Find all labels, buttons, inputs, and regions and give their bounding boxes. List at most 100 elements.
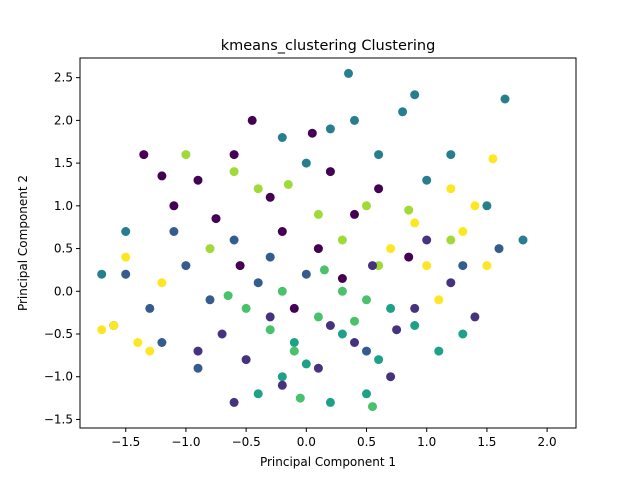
data-point-cluster-1 bbox=[446, 278, 456, 288]
data-point-cluster-1 bbox=[193, 346, 203, 356]
data-point-cluster-4 bbox=[434, 346, 444, 356]
data-point-cluster-1 bbox=[386, 372, 396, 382]
data-point-cluster-0 bbox=[235, 261, 245, 271]
data-point-cluster-0 bbox=[211, 214, 221, 224]
x-tick-label: 1.5 bbox=[477, 435, 496, 449]
data-point-cluster-6 bbox=[313, 209, 323, 219]
chart-title: kmeans_clustering Clustering bbox=[221, 38, 436, 54]
data-point-cluster-5 bbox=[362, 295, 371, 305]
x-axis-label: Principal Component 1 bbox=[260, 455, 396, 469]
data-point-cluster-3 bbox=[277, 133, 287, 142]
data-point-cluster-5 bbox=[277, 286, 287, 296]
data-point-cluster-0 bbox=[247, 115, 257, 125]
data-point-cluster-4 bbox=[458, 329, 468, 339]
data-point-cluster-0 bbox=[169, 201, 179, 211]
data-point-cluster-5 bbox=[223, 291, 233, 301]
data-point-cluster-2 bbox=[205, 295, 215, 305]
data-point-cluster-5 bbox=[295, 393, 305, 403]
data-point-cluster-0 bbox=[277, 227, 287, 236]
data-point-cluster-6 bbox=[446, 235, 456, 245]
x-tick-label: 2.0 bbox=[538, 435, 557, 449]
y-tick-label: −1.5 bbox=[44, 412, 73, 426]
x-axis: −1.5 −1.0 −0.5 0.0 0.5 1.0 1.5 2.0 bbox=[111, 428, 557, 449]
data-point-cluster-1 bbox=[422, 235, 432, 245]
data-point-cluster-4 bbox=[325, 397, 335, 407]
data-point-cluster-1 bbox=[229, 397, 239, 407]
data-point-cluster-2 bbox=[253, 278, 263, 288]
data-point-cluster-2 bbox=[301, 269, 311, 279]
data-point-cluster-7 bbox=[434, 295, 444, 305]
data-point-cluster-7 bbox=[133, 338, 143, 347]
y-tick-label: 0.0 bbox=[54, 284, 73, 298]
data-point-cluster-5 bbox=[368, 402, 377, 412]
data-point-cluster-5 bbox=[241, 303, 251, 313]
data-point-cluster-0 bbox=[350, 209, 359, 219]
data-point-cluster-6 bbox=[404, 205, 414, 215]
data-point-cluster-7 bbox=[470, 201, 480, 211]
data-point-cluster-1 bbox=[470, 312, 480, 322]
data-point-cluster-5 bbox=[319, 265, 329, 275]
data-point-cluster-7 bbox=[488, 154, 498, 164]
y-tick-label: 1.0 bbox=[54, 199, 73, 213]
data-point-cluster-1 bbox=[325, 321, 335, 330]
data-point-cluster-0 bbox=[374, 184, 384, 194]
data-point-cluster-4 bbox=[374, 355, 384, 365]
data-point-cluster-7 bbox=[157, 278, 167, 288]
data-point-cluster-5 bbox=[265, 325, 275, 335]
data-point-cluster-3 bbox=[301, 158, 311, 168]
data-point-cluster-6 bbox=[362, 201, 371, 211]
data-point-cluster-0 bbox=[139, 150, 149, 160]
y-tick-label: 2.5 bbox=[54, 71, 73, 85]
data-point-cluster-3 bbox=[374, 150, 384, 160]
data-point-cluster-4 bbox=[386, 303, 396, 313]
data-point-cluster-5 bbox=[313, 312, 323, 322]
data-point-cluster-2 bbox=[265, 252, 275, 262]
scatter-points bbox=[97, 68, 528, 412]
data-point-cluster-3 bbox=[121, 227, 131, 236]
y-tick-label: 1.5 bbox=[54, 156, 73, 170]
data-point-cluster-2 bbox=[121, 269, 131, 279]
data-point-cluster-3 bbox=[500, 94, 510, 104]
data-point-cluster-4 bbox=[277, 372, 287, 382]
data-point-cluster-7 bbox=[121, 252, 131, 262]
data-point-cluster-1 bbox=[217, 329, 227, 339]
data-point-cluster-7 bbox=[410, 218, 420, 228]
data-point-cluster-2 bbox=[229, 235, 239, 245]
data-point-cluster-1 bbox=[241, 355, 251, 365]
data-point-cluster-0 bbox=[404, 252, 414, 262]
data-point-cluster-4 bbox=[362, 389, 371, 399]
plot-area-frame bbox=[79, 57, 577, 429]
data-point-cluster-1 bbox=[410, 303, 420, 313]
data-point-cluster-3 bbox=[344, 68, 353, 78]
y-axis: −1.5 −1.0 −0.5 0.0 0.5 1.0 1.5 2.0 2.5 bbox=[44, 71, 80, 426]
data-point-cluster-2 bbox=[157, 338, 167, 347]
data-point-cluster-1 bbox=[368, 261, 377, 271]
data-point-cluster-3 bbox=[518, 235, 528, 245]
data-point-cluster-6 bbox=[283, 180, 293, 189]
data-point-cluster-7 bbox=[458, 227, 468, 236]
data-point-cluster-2 bbox=[362, 346, 371, 356]
data-point-cluster-0 bbox=[337, 274, 347, 283]
data-point-cluster-4 bbox=[301, 359, 311, 369]
data-point-cluster-3 bbox=[410, 90, 420, 100]
data-point-cluster-4 bbox=[253, 389, 263, 399]
data-point-cluster-3 bbox=[422, 175, 432, 185]
data-point-cluster-3 bbox=[398, 107, 408, 117]
x-tick-label: 1.0 bbox=[417, 435, 436, 449]
data-point-cluster-1 bbox=[277, 380, 287, 390]
data-point-cluster-0 bbox=[307, 128, 317, 138]
data-point-cluster-4 bbox=[289, 338, 299, 347]
data-point-cluster-3 bbox=[350, 115, 359, 125]
data-point-cluster-7 bbox=[422, 261, 432, 271]
y-tick-label: −0.5 bbox=[44, 327, 73, 341]
data-point-cluster-0 bbox=[289, 303, 299, 313]
data-point-cluster-2 bbox=[145, 303, 155, 313]
data-point-cluster-1 bbox=[313, 363, 323, 373]
data-point-cluster-2 bbox=[458, 261, 468, 271]
data-point-cluster-7 bbox=[482, 261, 492, 271]
data-point-cluster-0 bbox=[313, 244, 323, 254]
data-point-cluster-6 bbox=[181, 150, 191, 160]
data-point-cluster-4 bbox=[337, 329, 347, 339]
data-point-cluster-6 bbox=[229, 167, 239, 177]
